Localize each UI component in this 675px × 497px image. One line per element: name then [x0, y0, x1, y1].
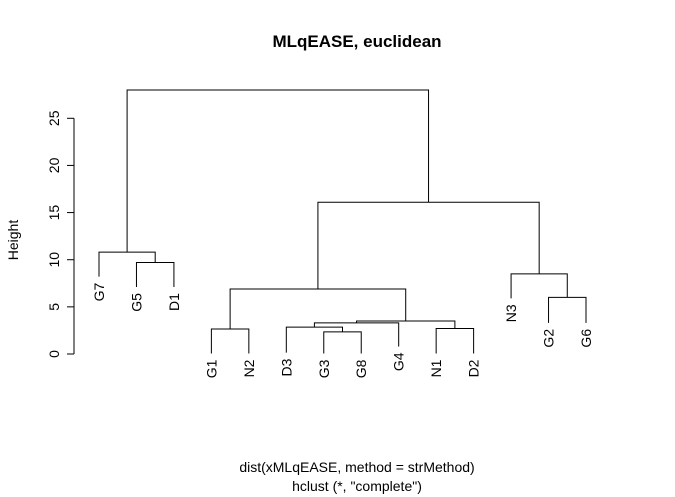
leaf-label: N3: [503, 304, 519, 322]
dendrogram-link: [229, 288, 407, 330]
leaf-label: G4: [391, 352, 407, 371]
leaf-label: G7: [91, 282, 107, 301]
dendrogram-link: [510, 273, 568, 299]
dendrogram-link: [317, 201, 540, 289]
leaf-label: N2: [241, 359, 257, 377]
dendrogram-link: [285, 326, 343, 353]
dendrogram-link: [435, 328, 475, 354]
leaf-labels: G7 G5 D1 G1 N2 D3 G3 G8 G4 N1 D2 N3 G2 G6: [91, 282, 594, 378]
leaf-label: D1: [166, 293, 182, 311]
dendrogram-link: [323, 331, 362, 354]
dendrogram-link: [548, 296, 587, 323]
dendrogram-link: [135, 262, 175, 288]
leaf-label: N1: [428, 359, 444, 377]
leaf-label: G1: [203, 359, 219, 378]
y-tick-label: 15: [46, 205, 62, 221]
x-axis-label-line-2: hclust (*, "complete"): [292, 478, 422, 494]
dendrogram-link: [210, 328, 250, 354]
dendrogram-link: [356, 320, 456, 329]
dendrogram-link: [126, 89, 430, 253]
y-tick-label: 25: [46, 110, 62, 126]
leaf-label: G6: [578, 329, 594, 348]
y-tick-label: 5: [46, 303, 62, 311]
y-tick-label: 20: [46, 157, 62, 173]
dendrogram-link: [98, 251, 156, 277]
y-tick-label: 10: [46, 252, 62, 268]
leaf-label: G8: [353, 359, 369, 378]
x-axis-label-line-1: dist(xMLqEASE, method = strMethod): [239, 459, 474, 475]
y-axis-label: Height: [5, 220, 21, 261]
y-tick-label: 0: [46, 350, 62, 358]
dendrogram-links: [98, 89, 587, 354]
dendrogram-link: [313, 322, 400, 347]
chart-title: MLqEASE, euclidean: [272, 32, 441, 51]
y-axis: 0 5 10 15 20 25: [46, 110, 75, 358]
leaf-label: G2: [541, 329, 557, 348]
leaf-label: D2: [466, 359, 482, 377]
leaf-label: G5: [128, 293, 144, 312]
leaf-label: D3: [278, 358, 294, 376]
leaf-label: G3: [316, 359, 332, 378]
